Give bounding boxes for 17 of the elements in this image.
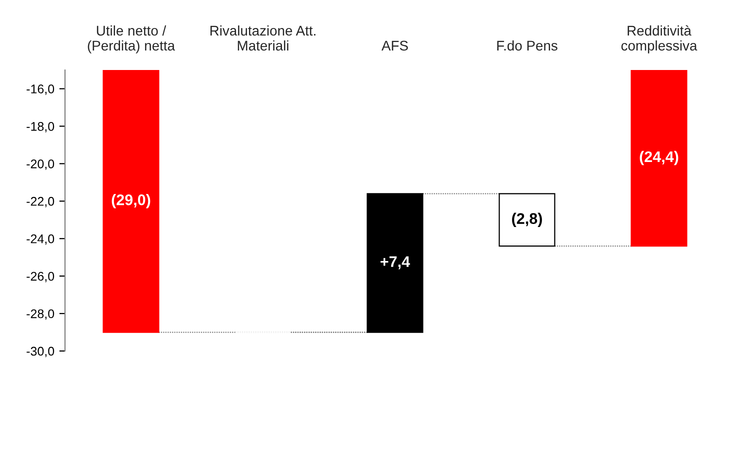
y-tick-label: -28,0 (26, 309, 54, 320)
data-label: +7,4 (380, 256, 410, 270)
y-tick-label: -20,0 (26, 159, 54, 170)
x-tick-label: Utile netto / (Perdita) netta (88, 25, 176, 54)
x-tick-label: AFS (382, 40, 408, 51)
x-tick-label: F.do Pens (497, 40, 558, 51)
y-tick-label: -22,0 (26, 196, 54, 208)
data-label: (29,0) (112, 194, 150, 208)
data-label: (2,8) (512, 212, 542, 227)
x-tick-label: Redditività complessiva (621, 25, 698, 54)
y-tick-label: -24,0 (26, 234, 54, 245)
x-tick-label: Rivalutazione Att. Materiali (210, 25, 316, 51)
data-label: (24,4) (640, 150, 678, 166)
y-tick-label: -18,0 (26, 122, 54, 132)
y-tick-label: -16,0 (26, 84, 54, 95)
y-tick-label: -30,0 (26, 346, 54, 358)
y-tick-label: -26,0 (26, 272, 54, 282)
